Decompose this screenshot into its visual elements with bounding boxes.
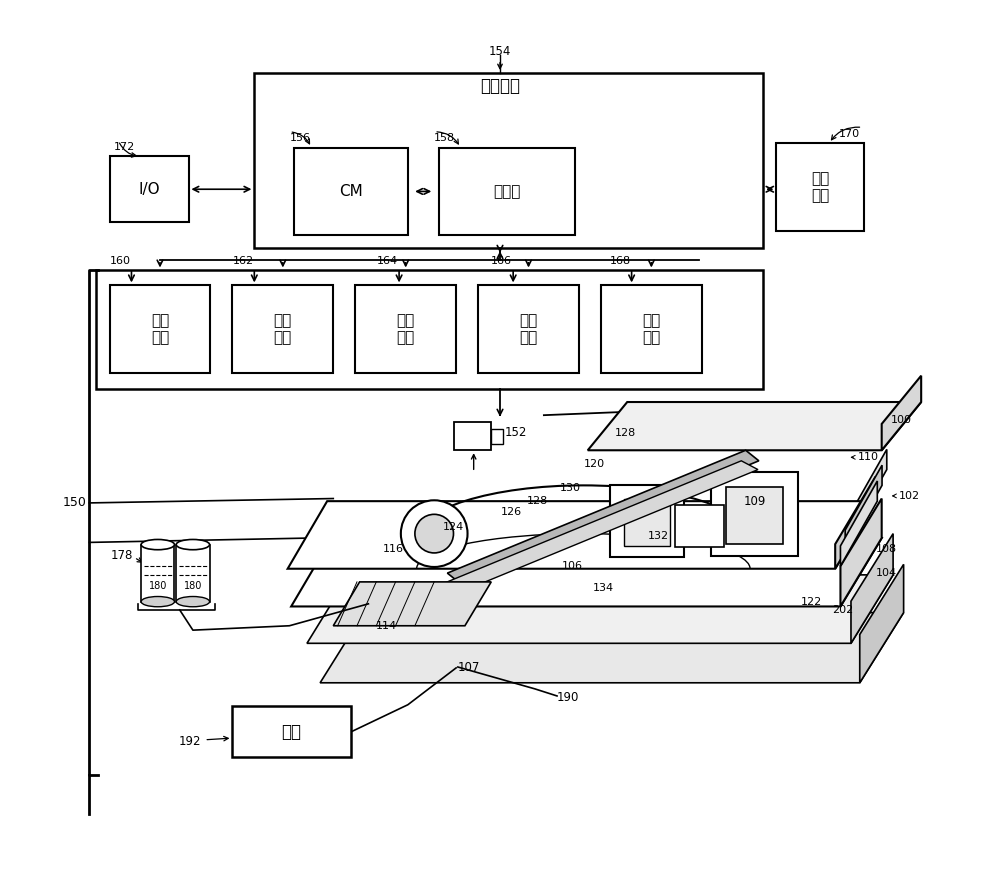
Text: 180: 180 [149, 581, 167, 591]
Text: 108: 108 [876, 544, 897, 554]
Text: 180: 180 [184, 581, 202, 591]
Text: 运动
模块: 运动 模块 [274, 313, 292, 345]
Ellipse shape [141, 597, 174, 607]
Polygon shape [882, 375, 921, 450]
Polygon shape [333, 582, 491, 626]
FancyBboxPatch shape [141, 545, 174, 601]
Polygon shape [840, 481, 877, 566]
Text: 106: 106 [561, 561, 582, 571]
Text: 107: 107 [458, 660, 480, 674]
Text: 134: 134 [593, 583, 614, 593]
FancyBboxPatch shape [232, 706, 351, 758]
Text: 202: 202 [832, 605, 853, 615]
Polygon shape [845, 465, 882, 550]
FancyBboxPatch shape [110, 285, 210, 373]
Text: 122: 122 [801, 597, 822, 608]
Polygon shape [288, 502, 876, 569]
Text: 170: 170 [839, 129, 860, 139]
Text: 电源: 电源 [281, 723, 301, 741]
Text: 172: 172 [114, 142, 135, 152]
Text: 126: 126 [501, 507, 522, 517]
Text: 166: 166 [491, 256, 512, 266]
Text: 110: 110 [858, 452, 879, 463]
Circle shape [401, 501, 468, 567]
Polygon shape [851, 533, 893, 644]
Text: 192: 192 [179, 735, 202, 748]
Text: 114: 114 [375, 621, 396, 630]
Text: CM: CM [339, 184, 363, 199]
FancyBboxPatch shape [439, 147, 575, 235]
Text: 116: 116 [382, 545, 403, 555]
Text: 164: 164 [377, 256, 398, 266]
Text: 152: 152 [504, 426, 527, 439]
Polygon shape [320, 613, 904, 683]
Polygon shape [291, 538, 882, 607]
FancyBboxPatch shape [610, 486, 684, 557]
Polygon shape [443, 461, 758, 592]
Text: 其他
模块: 其他 模块 [642, 313, 660, 345]
Text: 100: 100 [890, 415, 911, 426]
Text: 150: 150 [63, 496, 86, 509]
FancyBboxPatch shape [675, 505, 724, 547]
Polygon shape [850, 449, 887, 534]
Polygon shape [840, 499, 882, 607]
Text: 132: 132 [647, 532, 669, 541]
Text: 显示
装置: 显示 装置 [811, 170, 829, 203]
Text: 102: 102 [899, 491, 920, 501]
Text: 128: 128 [527, 496, 548, 506]
FancyBboxPatch shape [176, 545, 210, 601]
Text: 124: 124 [443, 523, 464, 532]
FancyBboxPatch shape [776, 143, 864, 231]
FancyBboxPatch shape [96, 270, 763, 389]
Polygon shape [835, 477, 876, 569]
Polygon shape [447, 450, 759, 584]
Polygon shape [307, 575, 893, 644]
Text: 168: 168 [610, 256, 631, 266]
Text: 120: 120 [584, 459, 605, 469]
Text: 158: 158 [434, 133, 455, 143]
FancyBboxPatch shape [711, 472, 798, 555]
Text: 178: 178 [111, 549, 133, 562]
Text: 成像
模块: 成像 模块 [397, 313, 415, 345]
FancyBboxPatch shape [294, 147, 408, 235]
Ellipse shape [141, 540, 174, 550]
FancyBboxPatch shape [601, 285, 702, 373]
Text: 154: 154 [489, 44, 511, 57]
FancyBboxPatch shape [491, 429, 503, 444]
Ellipse shape [176, 540, 210, 550]
Polygon shape [588, 402, 921, 450]
Text: 156: 156 [289, 133, 310, 143]
FancyBboxPatch shape [478, 285, 579, 373]
Ellipse shape [176, 597, 210, 607]
Text: 109: 109 [744, 494, 766, 508]
Polygon shape [860, 564, 904, 683]
Text: 存储器: 存储器 [493, 184, 520, 199]
FancyBboxPatch shape [254, 73, 763, 248]
Text: 160: 160 [110, 256, 131, 266]
FancyBboxPatch shape [110, 156, 189, 223]
Text: I/O: I/O [138, 182, 160, 197]
FancyBboxPatch shape [232, 285, 333, 373]
Text: 104: 104 [876, 568, 897, 578]
Text: 130: 130 [560, 483, 581, 493]
Text: 倾斜
模块: 倾斜 模块 [519, 313, 538, 345]
Circle shape [415, 514, 453, 553]
Text: 介质
模块: 介质 模块 [151, 313, 169, 345]
Text: 190: 190 [557, 691, 579, 705]
Text: 128: 128 [615, 427, 636, 438]
Text: 162: 162 [232, 256, 254, 266]
FancyBboxPatch shape [454, 422, 491, 450]
Text: 主控制器: 主控制器 [480, 77, 520, 95]
FancyBboxPatch shape [355, 285, 456, 373]
FancyBboxPatch shape [624, 500, 670, 546]
FancyBboxPatch shape [726, 487, 783, 544]
